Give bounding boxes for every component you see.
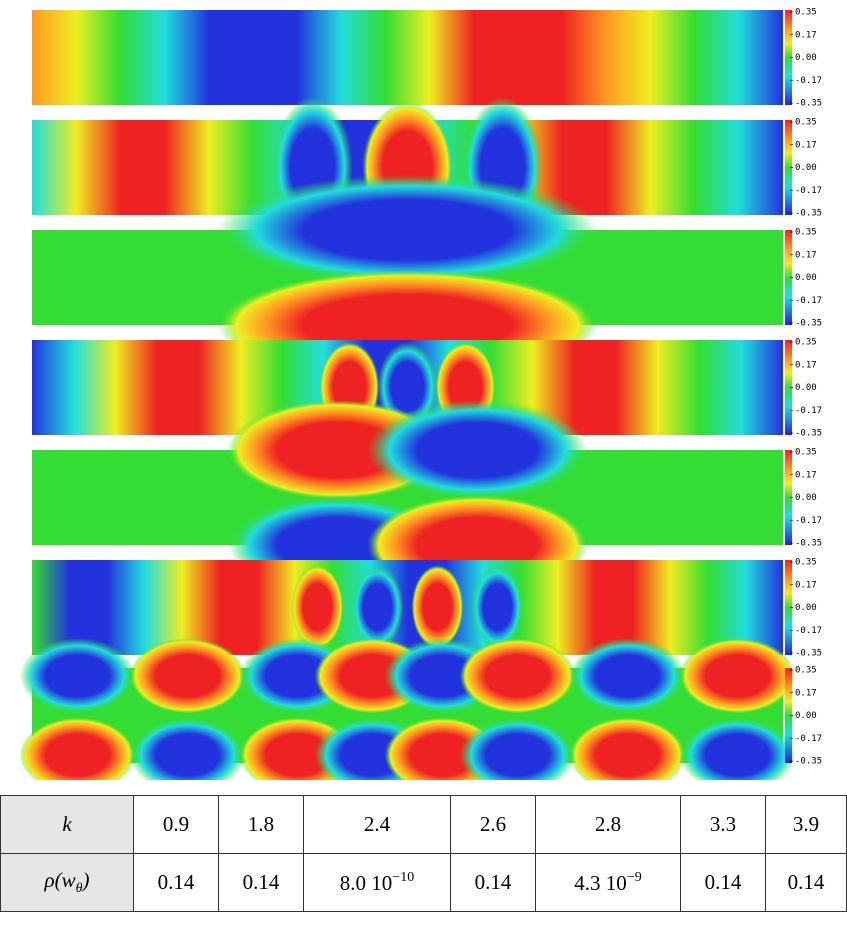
colorbar-tick-label: 0.35: [795, 666, 817, 676]
colorbar-tick-label: 0.17: [795, 688, 817, 698]
colorbar-tick-label: 0.00: [795, 493, 817, 503]
colorbar-tick-label: 0.17: [795, 30, 817, 40]
colorbar: [785, 340, 792, 435]
colorbar-tick-label: -0.17: [795, 626, 822, 636]
field-blob: [459, 638, 576, 714]
cell: 0.14: [450, 853, 536, 912]
field-blob: [569, 717, 686, 780]
cell: 0.9: [133, 795, 219, 854]
colorbar-tick-label: 0.35: [795, 558, 817, 568]
colorbar: [785, 10, 792, 105]
results-table: k 0.9 1.8 2.4 2.6 2.8 3.3 3.9 ρ(wθ) 0.14…: [0, 795, 847, 912]
colorbar-tick-label: -0.35: [795, 649, 822, 659]
cell: 3.3: [680, 795, 766, 854]
colorbar: [785, 560, 792, 655]
exponent: −9: [626, 869, 642, 885]
colorbar-tick-label: 0.00: [795, 163, 817, 173]
label-text: ρ(w: [44, 867, 76, 892]
label-tail: ): [82, 867, 90, 892]
field-blob: [459, 717, 576, 780]
cell: 1.8: [218, 795, 304, 854]
field-blob: [351, 565, 404, 649]
field-panel: [32, 10, 783, 105]
colorbar-tick-label: -0.17: [795, 406, 822, 416]
cell: 2.4: [303, 795, 451, 854]
field-panel: [32, 560, 783, 655]
colorbar-tick-label: 0.00: [795, 711, 817, 721]
colorbar-tick-label: -0.17: [795, 76, 822, 86]
colorbar-tick-label: -0.17: [795, 186, 822, 196]
field-blob: [367, 400, 588, 500]
mantissa: 8.0 10: [339, 870, 393, 895]
row-header: k: [0, 795, 134, 854]
field-blob: [471, 565, 524, 649]
colorbar-tick-label: -0.35: [795, 429, 822, 439]
cell: 8.0 10−10: [303, 853, 451, 912]
colorbar-tick-label: 0.17: [795, 360, 817, 370]
label-sub: θ: [75, 881, 83, 897]
cell: 4.3 10−9: [535, 853, 681, 912]
cell: 0.14: [133, 853, 219, 912]
colorbar-tick-label: 0.17: [795, 250, 817, 260]
row-header: ρ(wθ): [0, 853, 134, 912]
colorbar: [785, 230, 792, 325]
field-blob: [217, 175, 598, 285]
colorbar-tick-label: -0.17: [795, 734, 822, 744]
colorbar-tick-label: 0.35: [795, 118, 817, 128]
mantissa: 4.3 10: [574, 870, 627, 895]
colorbar-tick-label: 0.35: [795, 338, 817, 348]
colorbar-tick-label: -0.35: [795, 319, 822, 329]
colorbar-tick-label: -0.35: [795, 209, 822, 219]
colorbar-tick-label: -0.35: [795, 539, 822, 549]
cell: 2.6: [450, 795, 536, 854]
colorbar: [785, 450, 792, 545]
field-blob: [679, 638, 796, 714]
cell: 0.14: [765, 853, 847, 912]
cell: 2.8: [535, 795, 681, 854]
colorbar-tick-label: -0.35: [795, 757, 822, 767]
colorbar-tick-label: -0.35: [795, 99, 822, 109]
colorbar-tick-label: 0.35: [795, 8, 817, 18]
colorbar-tick-label: 0.00: [795, 383, 817, 393]
field-blob: [19, 717, 136, 780]
field-blob: [569, 638, 686, 714]
field-blob: [129, 717, 246, 780]
colorbar-tick-label: 0.00: [795, 603, 817, 613]
field-blob: [19, 638, 136, 714]
colorbar-tick-label: 0.17: [795, 470, 817, 480]
exponent: −10: [392, 869, 415, 885]
colorbar-tick-label: 0.35: [795, 228, 817, 238]
field-blob: [129, 638, 246, 714]
colorbar-tick-label: 0.00: [795, 273, 817, 283]
cell: 0.14: [218, 853, 304, 912]
figure: 0.35 0.17 0.00 -0.17 -0.35 0.35 0.17 0.00 -0.17 -…: [19, 8, 822, 780]
field-blob: [291, 565, 344, 649]
field-blob: [679, 717, 796, 780]
cell: 0.14: [680, 853, 766, 912]
colorbar: [785, 120, 792, 215]
colorbar-tick-label: 0.00: [795, 53, 817, 63]
field-blob: [411, 565, 464, 649]
cell: 3.9: [765, 795, 847, 854]
colorbar-tick-label: -0.17: [795, 296, 822, 306]
colorbar: [785, 668, 792, 763]
colorbar-tick-label: 0.35: [795, 448, 817, 458]
colorbar-tick-label: 0.17: [795, 580, 817, 590]
colorbar-tick-label: 0.17: [795, 140, 817, 150]
colorbar-tick-label: -0.17: [795, 516, 822, 526]
